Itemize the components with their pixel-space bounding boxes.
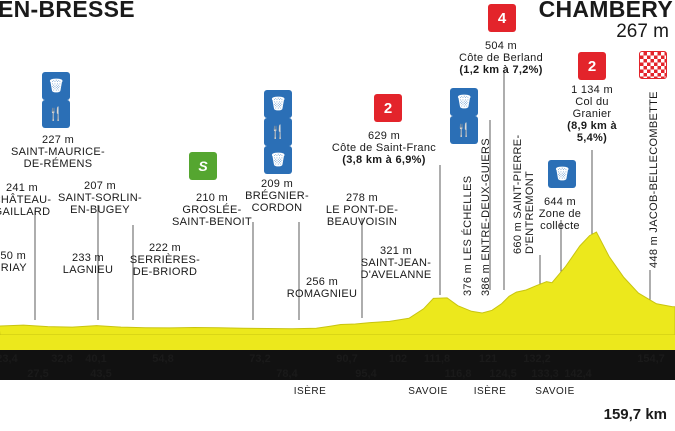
food-icon: 🍴 [450,116,478,144]
feed-zone-icon: 🗑 [264,90,292,118]
feed-zone-icon: 🗑 [548,160,576,188]
finish-town-title: CHAMBÉRY [538,0,673,22]
department-label: ISÈRE [473,386,507,397]
point-label-lagnieu: 233 m LAGNIEU [62,252,114,276]
point-label-entre-deux-guiers: 386 m ENTRE-DEUX-GUIERS [480,138,492,296]
point-label-st-pierre: 660 m SAINT-PIERRE- D'ENTREMONT [512,134,536,254]
km-marker: 124,5 [489,368,517,380]
km-marker: 23,4 [0,353,18,365]
climb-label-st-franc: 629 m Côte de Saint-Franc (3,8 km à 6,9%) [331,130,437,166]
km-marker: 142,4 [564,368,592,380]
point-label-pont-de-beauvoisin: 278 m LE PONT-DE- BEAUVOISIN [325,192,399,228]
sprint-icon: S [189,152,217,180]
point-label-jacob: 448 m JACOB-BELLECOMBETTE [648,91,660,268]
point-label-chateau-gaillard: 241 mCHÂTEAU-GAILLARD [0,182,52,218]
climb-category-badge: 2 [374,94,402,122]
department-label: ISÈRE [293,386,327,397]
km-marker: 40,1 [85,353,107,365]
point-label-echelles: 376 m LES ÉCHELLES [462,175,474,296]
feed-zone-icon: 🗑 [264,146,292,174]
climb-label-granier: 1 134 m Col du Granier (8,9 km à 5,4%) [567,84,617,144]
point-label-priay: 250 mPRIAY [0,250,27,274]
total-distance: 159,7 km [603,406,667,423]
km-marker: 54,8 [152,353,174,365]
start-town-title: EN-BRESSE [0,0,135,22]
point-label-romagnieu: 256 m ROMAGNIEU [286,276,358,300]
climb-category-badge: 4 [488,4,516,32]
km-marker: 90,7 [336,353,358,365]
km-marker: 43,5 [90,368,112,380]
climb-category-badge: 2 [578,52,606,80]
food-icon: 🍴 [42,100,70,128]
km-marker: 102 [388,353,408,365]
point-label-st-jean: 321 m SAINT-JEAN- D'AVELANNE [360,245,432,281]
profile-area [0,231,675,336]
km-band-shadow [0,350,675,380]
finish-elevation: 267 m [616,21,669,42]
km-marker: 27,5 [27,368,49,380]
finish-flag-icon [639,51,667,79]
km-marker: 95,4 [355,368,377,380]
department-label: SAVOIE [535,386,575,397]
km-marker: 121 [478,353,498,365]
point-label-groslee: 210 m GROSLÉE- SAINT-BENOIT [172,192,252,228]
climb-label-berland: 504 m Côte de Berland (1,2 km à 7,2%) [459,40,543,76]
km-marker: 73,2 [249,353,271,365]
km-marker: 32,8 [51,353,73,365]
km-marker: 154,7 [637,353,665,365]
km-band [0,335,675,350]
food-icon: 🍴 [264,118,292,146]
km-marker: 111,8 [423,353,451,365]
point-label-zone-collecte: 644 m Zone de collecte [538,196,582,232]
point-label-st-sorlin: 207 m SAINT-SORLIN- EN-BUGEY [58,180,142,216]
km-marker: 132,2 [523,353,551,365]
km-marker: 116,8 [444,368,472,380]
km-marker: 78,4 [276,368,298,380]
point-label-serrieres: 222 m SERRIÈRES- DE-BRIORD [129,242,201,278]
point-label-bregnier: 209 m BRÉGNIER- CORDON [245,178,309,214]
department-label: SAVOIE [408,386,448,397]
feed-zone-icon: 🗑 [42,72,70,100]
feed-zone-icon: 🗑 [450,88,478,116]
km-marker: 133,3 [531,368,559,380]
point-label-st-maurice: 227 m SAINT-MAURICE- DE-RÉMENS [10,134,106,170]
